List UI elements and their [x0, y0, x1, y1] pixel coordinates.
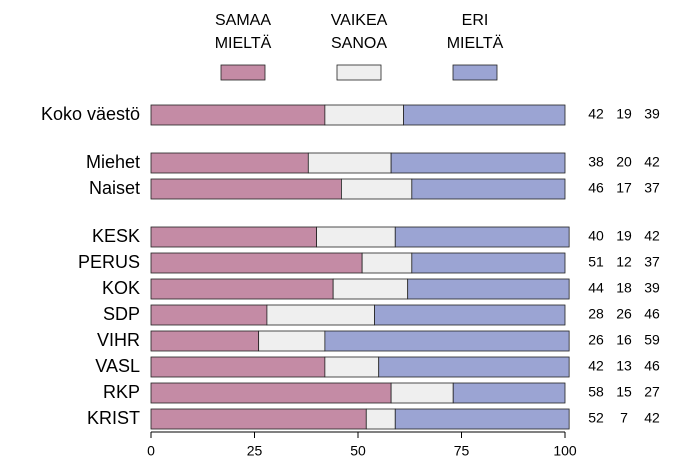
value-label: 59	[644, 332, 660, 348]
bar-segment	[150, 408, 367, 430]
bar-segment	[394, 408, 570, 430]
x-tick-label: 50	[350, 443, 366, 459]
category-label: VIHR	[97, 330, 140, 350]
bar-segment	[332, 278, 409, 300]
category-label: KOK	[102, 278, 140, 298]
bar-segment	[150, 152, 309, 174]
category-label: VASL	[95, 356, 140, 376]
x-tick-label: 75	[454, 443, 470, 459]
bar-segment	[341, 178, 413, 200]
legend-swatch	[336, 64, 382, 81]
value-label: 38	[588, 154, 604, 170]
bar-segment	[403, 104, 566, 126]
bar-segment	[390, 382, 454, 404]
category-label: KRIST	[87, 408, 140, 428]
value-label: 37	[644, 254, 660, 270]
value-label: 28	[588, 306, 604, 322]
bar-segment	[324, 330, 570, 352]
value-label: 52	[588, 410, 604, 426]
bar-segment	[150, 356, 326, 378]
value-label: 46	[588, 180, 604, 196]
value-label: 42	[644, 228, 660, 244]
bar-segment	[411, 178, 566, 200]
bar-segment	[390, 152, 566, 174]
value-label: 19	[616, 228, 632, 244]
bar-segment	[150, 330, 260, 352]
legend-label: VAIKEA SANOA	[330, 12, 388, 52]
value-label: 12	[616, 254, 632, 270]
bar-segment	[411, 252, 566, 274]
value-label: 26	[616, 306, 632, 322]
bar-segment	[365, 408, 396, 430]
bar-segment	[258, 330, 326, 352]
value-label: 42	[644, 154, 660, 170]
value-label: 19	[616, 106, 632, 122]
value-label: 39	[644, 280, 660, 296]
value-label: 20	[616, 154, 632, 170]
value-label: 46	[644, 306, 660, 322]
legend-label: SAMAA MIELTÄ	[214, 12, 272, 52]
value-label: 51	[588, 254, 604, 270]
value-label: 15	[616, 384, 632, 400]
category-label: Naiset	[89, 178, 140, 198]
value-label: 17	[616, 180, 632, 196]
bar-segment	[150, 178, 342, 200]
value-label: 42	[588, 106, 604, 122]
bar-segment	[307, 152, 392, 174]
x-tick-label: 100	[553, 443, 577, 459]
value-label: 39	[644, 106, 660, 122]
value-label: 13	[616, 358, 632, 374]
value-label: 42	[644, 410, 660, 426]
bar-segment	[150, 382, 392, 404]
bar-segment	[150, 304, 268, 326]
bar-segment	[150, 278, 334, 300]
bar-segment	[361, 252, 413, 274]
x-tick-label: 0	[147, 443, 155, 459]
legend-swatch	[452, 64, 498, 81]
category-label: RKP	[103, 382, 140, 402]
x-tick-label: 25	[247, 443, 263, 459]
value-label: 40	[588, 228, 604, 244]
legend-label: ERI MIELTÄ	[446, 12, 504, 52]
bar-segment	[374, 304, 566, 326]
bar-segment	[378, 356, 570, 378]
bar-segment	[324, 104, 404, 126]
value-label: 37	[644, 180, 660, 196]
value-label: 18	[616, 280, 632, 296]
legend-swatch	[220, 64, 266, 81]
value-label: 16	[616, 332, 632, 348]
bar-segment	[324, 356, 380, 378]
value-label: 46	[644, 358, 660, 374]
bar-segment	[150, 226, 318, 248]
category-label: Miehet	[86, 152, 140, 172]
bar-segment	[394, 226, 570, 248]
category-label: KESK	[92, 226, 140, 246]
bar-segment	[150, 252, 363, 274]
bar-segment	[150, 104, 326, 126]
bar-segment	[407, 278, 570, 300]
category-label: PERUS	[78, 252, 140, 272]
bar-segment	[316, 226, 396, 248]
value-label: 42	[588, 358, 604, 374]
value-label: 7	[620, 410, 628, 426]
value-label: 26	[588, 332, 604, 348]
category-label: Koko väestö	[41, 104, 140, 124]
value-label: 58	[588, 384, 604, 400]
value-label: 44	[588, 280, 604, 296]
category-label: SDP	[103, 304, 140, 324]
bar-segment	[266, 304, 375, 326]
bar-segment	[452, 382, 566, 404]
value-label: 27	[644, 384, 660, 400]
